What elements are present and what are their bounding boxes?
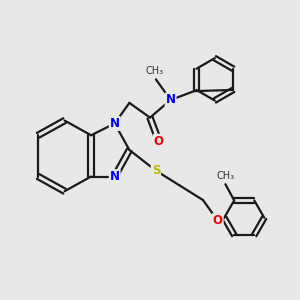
Text: N: N (110, 117, 120, 130)
Text: CH₃: CH₃ (146, 66, 164, 76)
Text: O: O (213, 214, 223, 227)
Text: S: S (152, 164, 160, 177)
Text: N: N (110, 170, 120, 183)
Text: CH₃: CH₃ (216, 171, 234, 181)
Text: N: N (166, 93, 176, 106)
Text: O: O (154, 135, 164, 148)
